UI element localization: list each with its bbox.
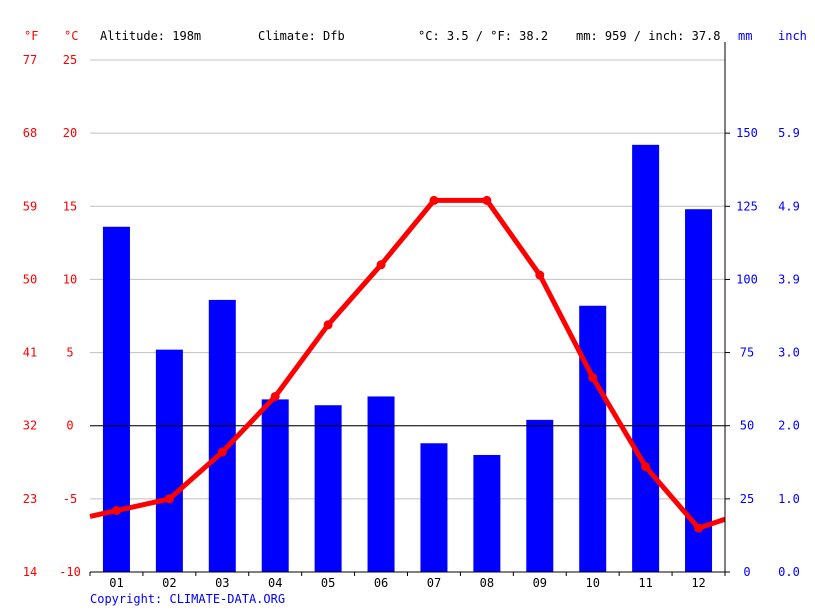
celsius-tick-label: 20 [63,126,77,140]
precipitation-bar [526,419,554,572]
unit-inch-label: inch [778,29,807,43]
month-label: 06 [374,576,388,590]
precipitation-bar [314,405,342,572]
temperature-point [111,506,121,516]
temperature-point [323,320,333,330]
temperature-point [535,270,545,280]
temperature-point [694,523,704,533]
temperature-point [641,462,651,472]
celsius-tick-label: 0 [66,419,73,433]
precipitation-bar [155,349,183,572]
mm-tick-label: 75 [740,346,754,360]
precipitation-bar [102,226,130,572]
celsius-tick-label: 15 [63,199,77,213]
chart-header: °F °C Altitude: 198m Climate: Dfb °C: 3.… [24,29,807,43]
axes [89,42,730,576]
fahrenheit-tick-label: 14 [23,565,37,579]
month-label: 02 [162,576,176,590]
tick-labels: 01 02 03 04 05 06 07 08 09 10 11 12 14 -10 23 -5 32 0 41 5 5… [23,53,800,590]
mm-tick-label: 150 [736,126,758,140]
inch-tick-label: 0.0 [778,565,800,579]
fahrenheit-tick-label: 59 [23,199,37,213]
unit-mm-label: mm [738,29,752,43]
month-label: 03 [215,576,229,590]
fahrenheit-tick-label: 77 [23,53,37,67]
mm-tick-label: 100 [736,272,758,286]
temperature-point [376,260,386,270]
month-label: 11 [638,576,652,590]
inch-tick-label: 5.9 [778,126,800,140]
celsius-tick-label: -5 [63,492,77,506]
mm-tick-label: 50 [740,419,754,433]
precipitation-bar [685,209,713,572]
avg-temperature-label: °C: 3.5 / °F: 38.2 [418,29,548,43]
inch-tick-label: 2.0 [778,419,800,433]
precipitation-total-label: mm: 959 / inch: 37.8 [576,29,721,43]
inch-tick-label: 3.9 [778,272,800,286]
mm-tick-label: 25 [740,492,754,506]
precipitation-bar [473,454,501,572]
precipitation-bar [632,144,660,573]
month-label: 09 [533,576,547,590]
precipitation-bar [420,443,448,572]
temperature-point [588,372,598,382]
inch-tick-label: 4.9 [778,199,800,213]
fahrenheit-tick-label: 41 [23,346,37,360]
copyright-text: Copyright: CLIMATE-DATA.ORG [90,592,285,606]
month-label: 05 [321,576,335,590]
fahrenheit-tick-label: 32 [23,419,37,433]
month-label: 08 [480,576,494,590]
month-label: 12 [691,576,705,590]
celsius-tick-label: -10 [59,565,81,579]
month-label: 01 [109,576,123,590]
temperature-point [217,447,227,457]
precipitation-bars [102,144,713,573]
altitude-label: Altitude: 198m [100,29,201,43]
month-label: 10 [585,576,599,590]
temperature-point [270,391,280,401]
inch-tick-label: 3.0 [778,346,800,360]
celsius-tick-label: 5 [66,346,73,360]
unit-fahrenheit-label: °F [24,29,38,43]
month-label: 04 [268,576,282,590]
temperature-line-layer [89,195,726,533]
precipitation-bar [579,305,607,572]
celsius-tick-label: 25 [63,53,77,67]
precipitation-bar [261,399,289,572]
unit-celsius-label: °C [64,29,78,43]
temperature-point [482,195,492,205]
inch-tick-label: 1.0 [778,492,800,506]
fahrenheit-tick-label: 23 [23,492,37,506]
celsius-tick-label: 10 [63,272,77,286]
temperature-point [429,195,439,205]
fahrenheit-tick-label: 50 [23,272,37,286]
temperature-line [89,197,726,531]
precipitation-bar [367,396,395,572]
mm-tick-label: 0 [743,565,750,579]
mm-tick-label: 125 [736,199,758,213]
month-label: 07 [427,576,441,590]
precipitation-bar [208,299,236,572]
fahrenheit-tick-label: 68 [23,126,37,140]
grid-lines [90,59,725,500]
climate-label: Climate: Dfb [258,29,345,43]
temperature-point [164,494,174,504]
